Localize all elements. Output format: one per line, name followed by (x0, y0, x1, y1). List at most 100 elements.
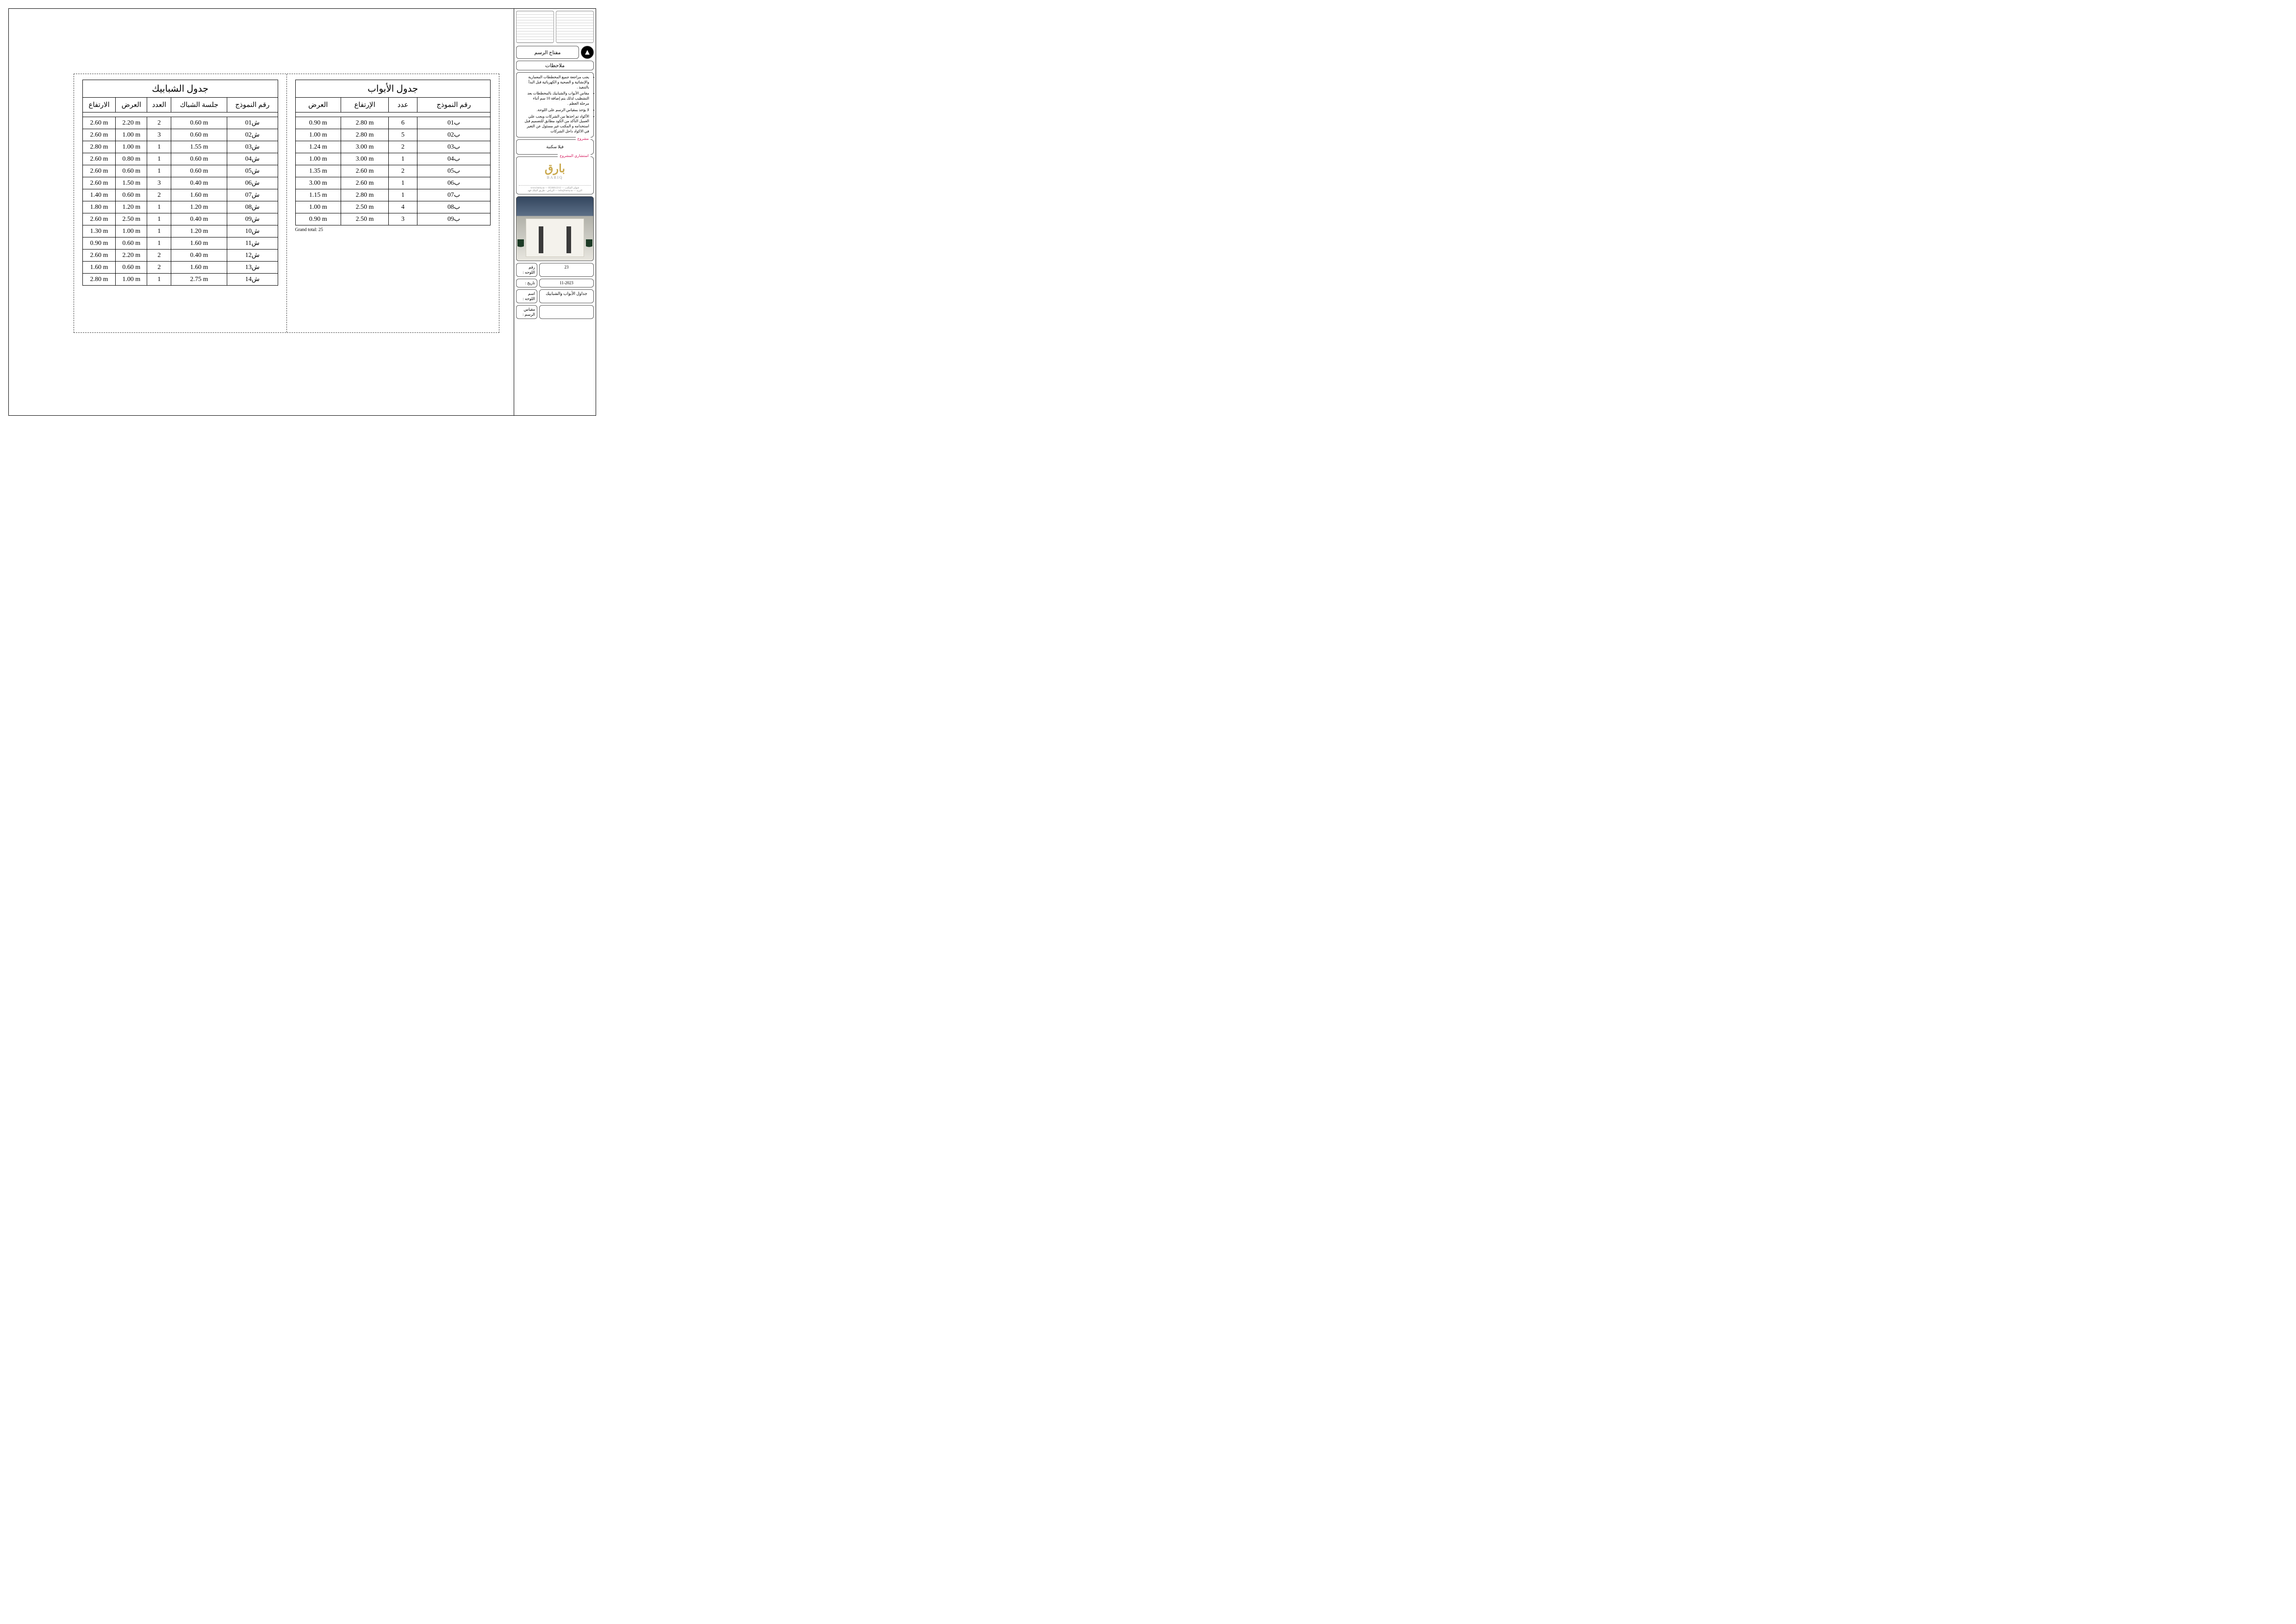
table-cell: 2.60 m (83, 177, 116, 189)
table-cell: 3.00 m (295, 177, 341, 189)
table-cell: 2 (147, 262, 171, 274)
windows-col-model: رقم النموذج (227, 98, 278, 112)
table-cell: 1.40 m (83, 189, 116, 201)
table-cell: 0.80 m (116, 153, 147, 165)
table-cell: 1 (147, 225, 171, 237)
scale-row: مقياس الرسم : (516, 305, 594, 319)
table-row: 1.00 m3.00 m1ب04 (295, 153, 491, 165)
table-cell: 2.75 m (171, 274, 227, 286)
table-cell: ش11 (227, 237, 278, 250)
table-cell: 2.20 m (116, 250, 147, 262)
table-row: 1.35 m2.60 m2ب05 (295, 165, 491, 177)
logo-english: BARIQ (547, 175, 563, 180)
notes-list: يجب مراجعة جميع المخططات المعمارية والإن… (524, 75, 589, 134)
table-row: 1.00 m2.50 m4ب08 (295, 201, 491, 213)
table-cell: ش01 (227, 117, 278, 129)
table-cell: 1.50 m (116, 177, 147, 189)
table-cell: 1.60 m (83, 262, 116, 274)
windows-col-count: العدد (147, 98, 171, 112)
table-cell: 0.60 m (116, 189, 147, 201)
consultant-corner-label: استشاري المشروع (558, 154, 591, 158)
table-cell: 0.60 m (116, 262, 147, 274)
table-cell: 2.80 m (341, 129, 389, 141)
drawing-sheet: جدول الشبابيك الارتفاع العرض العدد جلسة … (8, 8, 596, 416)
table-cell: 0.40 m (171, 213, 227, 225)
table-cell: ش12 (227, 250, 278, 262)
doors-col-height: الإرتفاع (341, 98, 389, 112)
notes-box: يجب مراجعة جميع المخططات المعمارية والإن… (516, 72, 594, 137)
sheet-name-value: جداول الأبواب والشبابيك (539, 289, 594, 303)
table-cell: 1.00 m (116, 225, 147, 237)
doors-half: جدول الأبواب العرض الإرتفاع عدد رقم النم… (286, 74, 499, 332)
project-corner-label: مشروع (576, 137, 591, 141)
table-row: 1.00 m2.80 m5ب02 (295, 129, 491, 141)
table-cell: ش14 (227, 274, 278, 286)
sheet-number-row: 23 رقم اللوحه : (516, 263, 594, 277)
table-row: 0.90 m0.60 m11.60 mش11 (83, 237, 278, 250)
doors-tbody: 0.90 m2.80 m6ب011.00 m2.80 m5ب021.24 m3.… (295, 112, 491, 225)
table-cell: ش13 (227, 262, 278, 274)
palm-icon (586, 239, 592, 258)
table-cell: ب09 (417, 213, 490, 225)
table-cell: 1.15 m (295, 189, 341, 201)
table-cell: 0.40 m (171, 250, 227, 262)
table-cell: 1 (147, 237, 171, 250)
table-cell: 0.60 m (171, 153, 227, 165)
title-block: مفتاح الرسم ملاحظات يجب مراجعة جميع المخ… (514, 9, 596, 415)
table-cell: 2.60 m (83, 165, 116, 177)
table-cell: 1.30 m (83, 225, 116, 237)
doors-col-width: العرض (295, 98, 341, 112)
table-cell: ب03 (417, 141, 490, 153)
table-cell: 2.60 m (83, 250, 116, 262)
table-cell: 4 (389, 201, 417, 213)
table-cell: 1.60 m (171, 237, 227, 250)
consultant-box: استشاري المشروع بارق BARIQ عنوان المكتب … (516, 156, 594, 194)
sheet-name-row: جداول الأبواب والشبابيك اسم اللوحه : (516, 289, 594, 303)
project-box: مشروع فيلا سكنية (516, 139, 594, 155)
table-cell: 2.50 m (341, 201, 389, 213)
table-cell: 0.90 m (295, 117, 341, 129)
windows-half: جدول الشبابيك الارتفاع العرض العدد جلسة … (74, 74, 286, 332)
table-cell: 1 (147, 274, 171, 286)
table-cell: ب08 (417, 201, 490, 213)
table-cell: ب02 (417, 129, 490, 141)
table-cell: ش09 (227, 213, 278, 225)
note-item: يجب مراجعة جميع المخططات المعمارية والإن… (524, 75, 589, 90)
table-cell: ش02 (227, 129, 278, 141)
table-cell: ش03 (227, 141, 278, 153)
doors-grand-total: Grand total: 25 (295, 227, 491, 232)
scale-label: مقياس الرسم : (516, 305, 537, 319)
windows-table: جدول الشبابيك الارتفاع العرض العدد جلسة … (82, 80, 278, 286)
table-cell: 1.35 m (295, 165, 341, 177)
table-cell: 2.50 m (341, 213, 389, 225)
table-cell: 0.60 m (171, 129, 227, 141)
table-row: 2.80 m1.00 m12.75 mش14 (83, 274, 278, 286)
date-row: 11-2023 تاريخ : (516, 279, 594, 287)
table-cell: 1 (147, 213, 171, 225)
table-row: 1.80 m1.20 m11.20 mش08 (83, 201, 278, 213)
palm-icon (517, 239, 524, 258)
table-cell: 2.80 m (83, 141, 116, 153)
main-drawing-area: جدول الشبابيك الارتفاع العرض العدد جلسة … (9, 9, 514, 415)
table-cell: 1.24 m (295, 141, 341, 153)
table-cell: 1.00 m (295, 153, 341, 165)
note-item: لا يؤخذ بمقياس الرسم على اللوحة. (524, 108, 589, 113)
table-cell: ب07 (417, 189, 490, 201)
table-cell: 1.20 m (171, 201, 227, 213)
windows-col-sill: جلسة الشباك (171, 98, 227, 112)
table-cell: 1.00 m (295, 201, 341, 213)
notes-header: ملاحظات (516, 61, 594, 70)
table-row: 3.00 m2.60 m1ب06 (295, 177, 491, 189)
scale-value (539, 305, 594, 319)
table-cell: 2 (147, 189, 171, 201)
table-cell: 2 (147, 117, 171, 129)
table-cell: 3 (147, 177, 171, 189)
table-cell: ش06 (227, 177, 278, 189)
project-render (516, 196, 594, 261)
consultant-footer: عنوان المكتب — www.bariq.sa — 0536012212… (519, 185, 591, 193)
table-cell: 2 (147, 250, 171, 262)
table-cell: 2.60 m (83, 213, 116, 225)
thumbnail-plan-2 (516, 11, 554, 43)
table-cell: 1.55 m (171, 141, 227, 153)
table-cell: 1 (147, 153, 171, 165)
